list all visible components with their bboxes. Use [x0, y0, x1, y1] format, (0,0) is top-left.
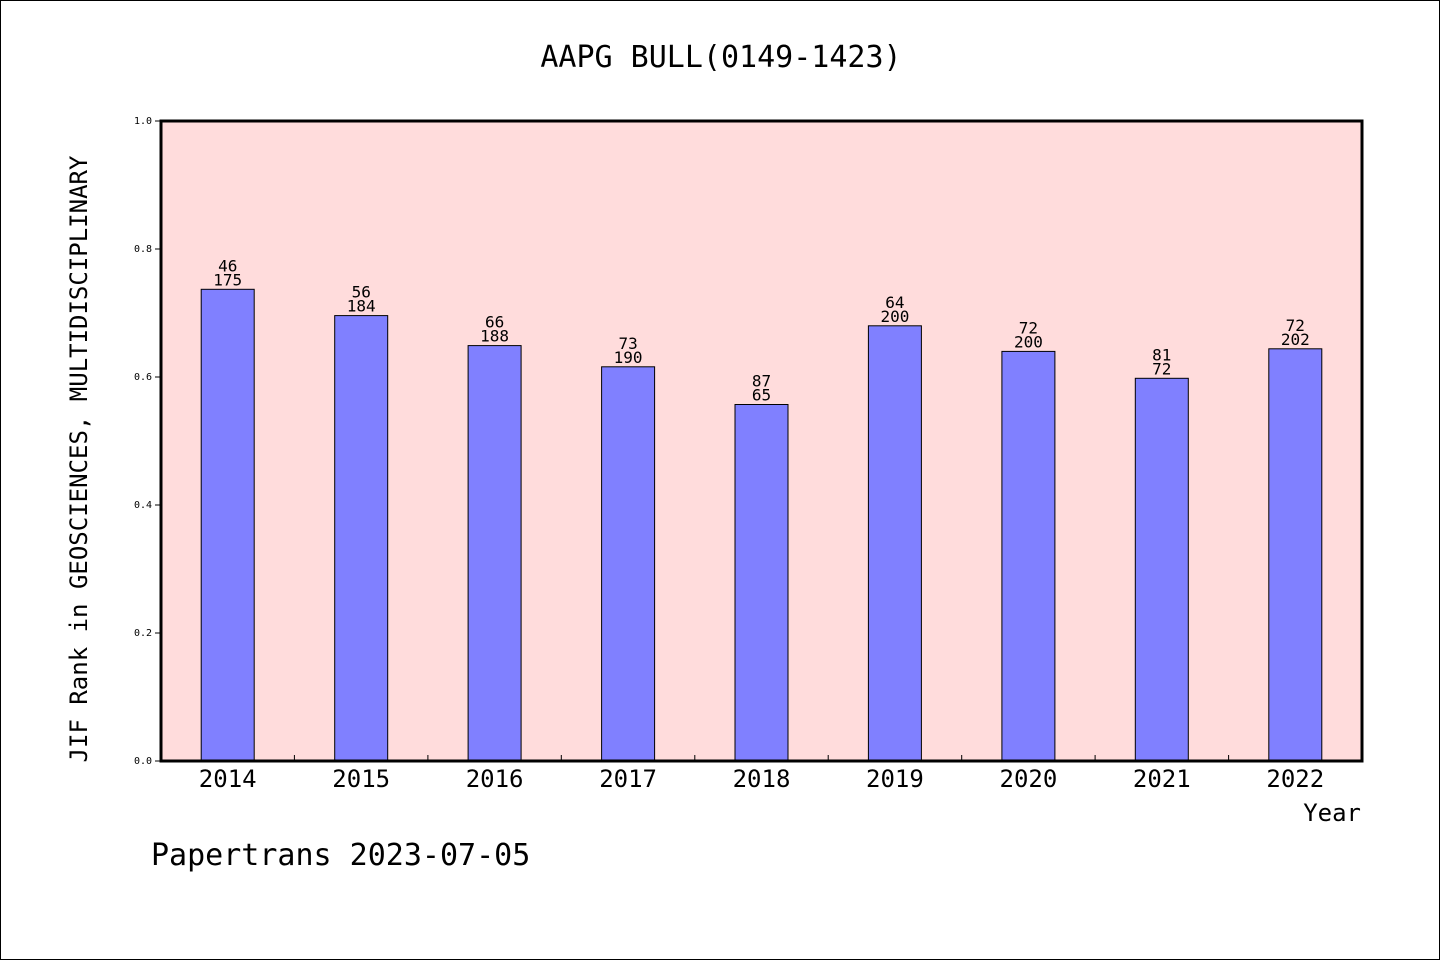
x-tick-label: 2018: [733, 765, 791, 793]
x-axis-ticks: 2014 2015 2016 2017 2018 2019 2020 2021 2022: [199, 755, 1324, 793]
bar-total-label: 188: [480, 327, 509, 346]
y-tick-label: 1.0: [134, 116, 152, 127]
bar-2014: [200, 288, 255, 762]
x-tick-label: 2017: [599, 765, 657, 793]
bar-total-label: 175: [213, 270, 242, 289]
y-axis-label: JIF Rank in GEOSCIENCES, MULTIDISCIPLINA…: [65, 155, 93, 762]
x-tick-label: 2020: [1000, 765, 1058, 793]
bar-total-label: 65: [752, 386, 771, 405]
x-tick-label: 2015: [332, 765, 390, 793]
bar-total-label: 200: [880, 307, 909, 326]
bar-2015: [334, 315, 389, 762]
y-tick-label: 0.8: [134, 244, 152, 255]
x-tick-label: 2016: [466, 765, 524, 793]
bar-rank-label: 73: [618, 334, 637, 353]
y-tick-label: 0.2: [134, 628, 152, 639]
bars-group: [200, 288, 1323, 762]
credit-text: Papertrans 2023-07-05: [151, 838, 530, 873]
bar-total-label: 190: [614, 348, 643, 367]
x-tick-label: 2022: [1266, 765, 1324, 793]
bar-2021: [1134, 377, 1189, 762]
x-axis-label: Year: [1303, 799, 1361, 827]
bar-rank-label: 64: [885, 293, 904, 312]
y-tick-label: 0.0: [134, 756, 152, 767]
bar-total-label: 184: [347, 297, 376, 316]
bar-2016: [467, 345, 522, 762]
bar-2018: [734, 404, 789, 762]
bar-2019: [867, 325, 922, 762]
bar-rank-label: 46: [218, 256, 237, 275]
bar-2020: [1001, 350, 1056, 762]
bar-rank-label: 72: [1019, 318, 1038, 337]
bar-total-label: 72: [1152, 359, 1171, 378]
bar-total-label: 200: [1014, 332, 1043, 351]
y-tick-label: 0.6: [134, 372, 152, 383]
chart-title: AAPG BULL(0149-1423): [540, 40, 901, 75]
bar-total-label: 202: [1281, 330, 1310, 349]
y-axis-ticks: 0.0 0.2 0.4 0.6 0.8 1.0: [134, 116, 161, 767]
bar-rank-label: 87: [752, 372, 771, 391]
plot-border: [159, 119, 1364, 763]
bar-rank-label: 66: [485, 313, 504, 332]
y-tick-label: 0.4: [134, 500, 152, 511]
x-tick-label: 2019: [866, 765, 924, 793]
bar-2022: [1268, 348, 1323, 762]
x-tick-label: 2021: [1133, 765, 1191, 793]
bar-rank-label: 81: [1152, 345, 1171, 364]
bar-rank-label: 56: [352, 283, 371, 302]
bar-2017: [601, 366, 656, 762]
x-tick-label: 2014: [199, 765, 257, 793]
bar-rank-label: 72: [1286, 316, 1305, 335]
